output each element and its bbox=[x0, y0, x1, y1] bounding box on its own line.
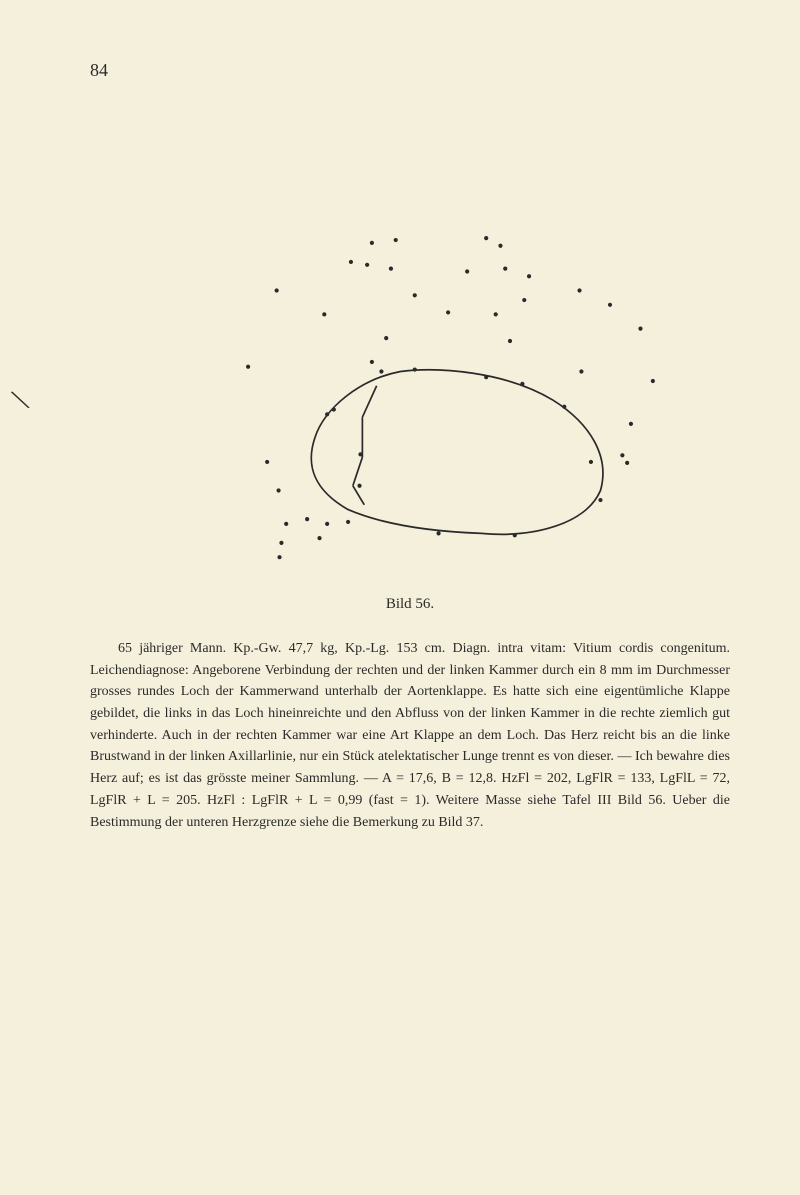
heart-outline-svg bbox=[90, 181, 730, 581]
figure-diagram bbox=[90, 181, 730, 581]
body-paragraph: 65 jähriger Mann. Kp.-Gw. 47,7 kg, Kp.-L… bbox=[90, 638, 730, 833]
margin-tick: ╲ bbox=[12, 389, 29, 412]
figure-caption: Bild 56. bbox=[90, 596, 730, 613]
page-number: 84 bbox=[90, 60, 730, 81]
